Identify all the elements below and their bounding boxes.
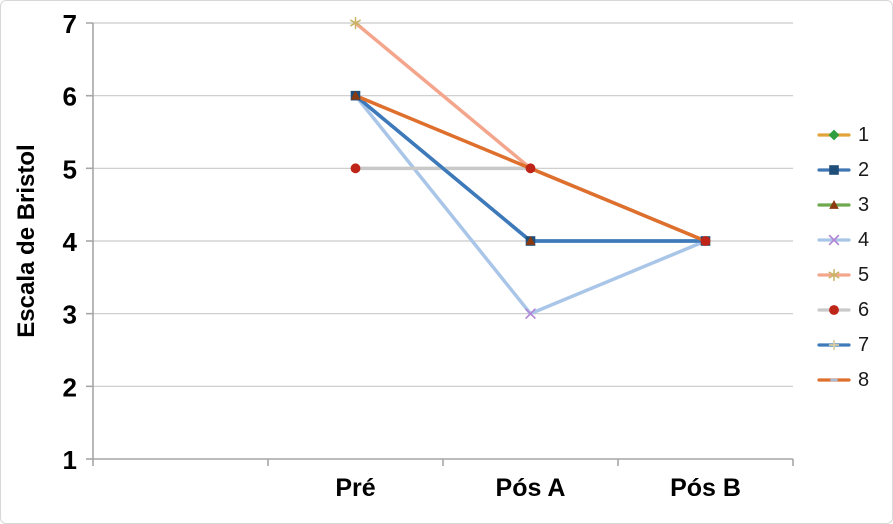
legend-swatch [817,378,851,382]
legend-label: 3 [858,194,870,216]
marker-stroke [828,234,840,246]
marker-triangle-icon [525,236,536,245]
legend-label: 8 [858,369,870,391]
legend-label: 2 [858,159,870,181]
marker-dash-icon [830,378,838,382]
y-tick-label: 2 [63,372,77,402]
y-tick-label: 3 [63,300,77,330]
y-tick-label: 7 [63,9,77,39]
y-tick-label: 5 [63,154,77,184]
y-tick-label: 1 [63,445,77,475]
marker-shape [350,90,361,100]
marker-circle-icon [525,163,536,174]
marker-square-icon [829,165,839,175]
legend-swatch [817,234,851,246]
marker-triangle-icon [350,90,361,100]
marker-shape [829,200,839,209]
marker-shape [350,163,361,174]
marker-stroke [350,19,361,27]
marker-circle-icon [350,163,361,174]
legend-entry-1: 1 [817,124,869,146]
series-line-6 [353,166,708,243]
marker-stroke [525,308,536,319]
legend-swatch [817,268,851,282]
legend-entry-6: 6 [817,299,869,321]
marker-plus-icon [828,339,840,351]
legend-label: 6 [858,299,870,321]
x-category-label: Pré [335,474,375,502]
legend-entry-7: 7 [817,334,869,356]
legend-swatch [817,129,851,141]
marker-shape [829,165,839,175]
legend-label: 1 [858,124,870,146]
legend-label: 5 [858,264,870,286]
series-line-4 [353,93,708,316]
marker-shape [525,163,536,174]
legend-entry-3: 3 [817,194,869,216]
marker-stroke [828,271,840,279]
legend-entry-4: 4 [817,229,869,251]
marker-shape [829,305,839,315]
y-axis-title: Escala de Bristol [13,144,40,337]
marker-triangle-icon [829,200,839,209]
chart-legend: 1 2 3 4 5 6 7 8 [817,124,869,404]
legend-swatch [817,339,851,351]
legend-entry-8: 8 [817,369,869,391]
legend-label: 4 [858,229,870,251]
marker-shape [525,236,536,245]
legend-swatch [817,200,851,209]
legend-swatch [817,305,851,315]
marker-circle-icon [700,236,711,246]
legend-entry-2: 2 [817,159,869,181]
series-line-5 [353,21,708,243]
legend-label: 7 [858,334,870,356]
marker-diamond-icon [828,129,840,141]
y-tick-label: 6 [63,82,77,112]
marker-shape [828,129,840,141]
legend-swatch [817,165,851,175]
marker-x-icon [525,308,536,319]
marker-shape [700,236,711,246]
marker-shape [830,378,838,382]
marker-asterisk-icon [350,16,361,30]
marker-asterisk-icon [828,268,840,282]
x-category-label: Pós B [670,474,741,502]
x-category-label: Pós A [496,474,566,502]
marker-circle-icon [829,305,839,315]
y-tick-label: 4 [63,227,78,257]
legend-entry-5: 5 [817,264,869,286]
marker-x-icon [828,234,840,246]
